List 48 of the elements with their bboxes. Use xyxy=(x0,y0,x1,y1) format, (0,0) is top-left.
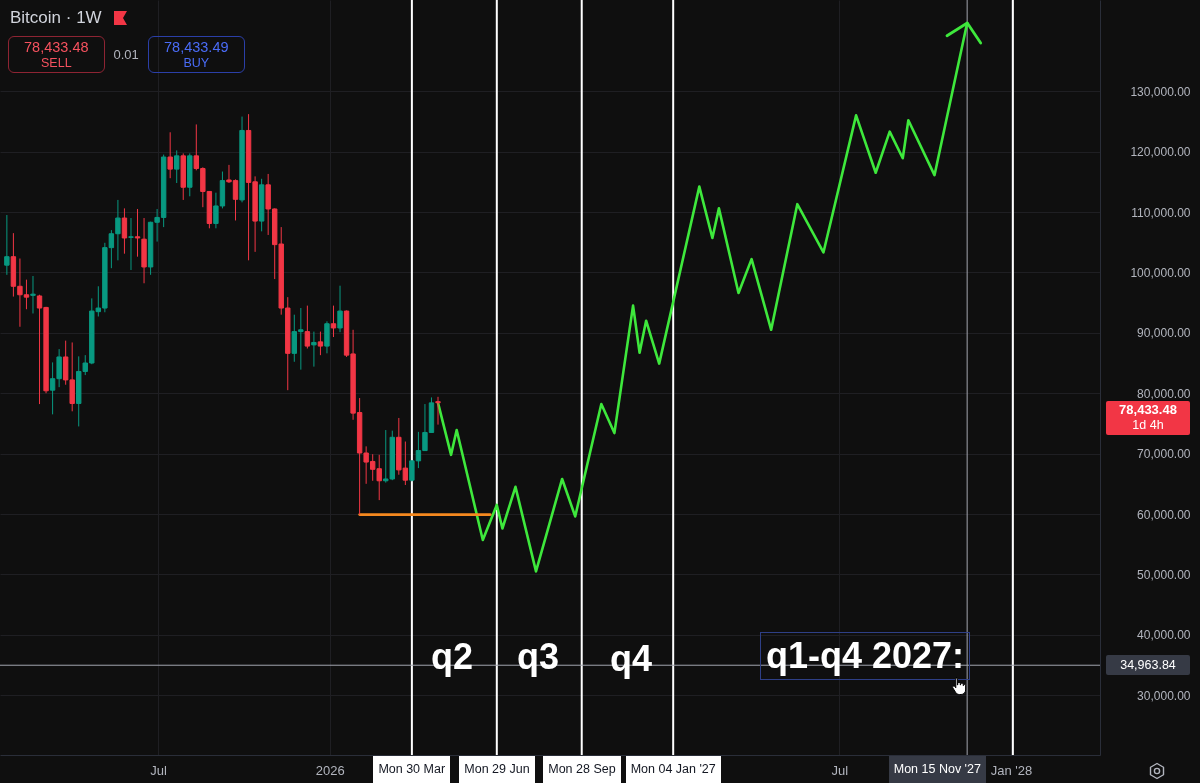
y-tick-label: 130,000.00 xyxy=(1130,84,1191,99)
x-tick-label: 2026 xyxy=(315,762,345,778)
x-tick-label: Jul xyxy=(150,762,167,778)
annotation: 0.01 xyxy=(113,47,139,63)
x-tick-label: Jan '28 xyxy=(990,762,1033,778)
annotation: q4 xyxy=(610,637,653,681)
ref-line-label: Mon 28 Sep xyxy=(543,756,621,783)
y-tick-label: 30,000.00 xyxy=(1137,688,1191,703)
candlestick xyxy=(435,396,441,426)
ref-line-label: Mon 15 Nov '27 xyxy=(888,756,986,783)
y-tick-label: 120,000.00 xyxy=(1130,145,1191,160)
candlestick xyxy=(311,331,317,368)
buy-button: 78,433.49 BUY xyxy=(148,36,245,73)
ref-line-label: Mon 30 Mar xyxy=(373,756,451,783)
candlestick xyxy=(174,149,180,184)
annotation: q3 xyxy=(517,635,560,679)
candlestick xyxy=(4,214,10,276)
y-tick-label: 60,000.00 xyxy=(1137,507,1191,522)
annotation: SELL xyxy=(41,56,72,70)
candlestick xyxy=(324,320,330,354)
y-tick-label: 40,000.00 xyxy=(1137,628,1191,643)
y-tick-label: 50,000.00 xyxy=(1137,567,1191,582)
candlestick xyxy=(167,131,173,179)
price-tag: 78,433.48 1d 4h xyxy=(1106,400,1190,435)
x-tick-label: Jul xyxy=(831,762,849,778)
annotation: 78,433.49 xyxy=(164,39,229,56)
annotation: 78,433.48 xyxy=(24,39,89,56)
annotation: BUY xyxy=(183,56,210,70)
candlestick xyxy=(30,275,36,314)
y-tick-label: 70,000.00 xyxy=(1137,447,1191,462)
candlestick xyxy=(330,305,337,338)
sell-button: 78,433.48 SELL xyxy=(8,36,105,73)
ref-line-label: Mon 29 Jun xyxy=(459,756,535,783)
candlestick xyxy=(134,208,141,258)
y-tick-label: 100,000.00 xyxy=(1130,265,1191,280)
y-tick-label: 80,000.00 xyxy=(1137,386,1191,401)
y-tick-label: 90,000.00 xyxy=(1137,326,1191,341)
annotation: q2 xyxy=(431,635,474,679)
y-tick-label: 110,000.00 xyxy=(1131,205,1191,220)
ref-line-label: Mon 04 Jan '27 xyxy=(625,756,721,783)
candlestick xyxy=(121,207,128,255)
chart-title: Bitcoin · 1W xyxy=(10,7,102,29)
annotation: q1-q4 2027: xyxy=(760,632,971,680)
candlestick xyxy=(304,305,311,350)
candlestick xyxy=(337,285,343,333)
ref-line-label: 34,963.84 xyxy=(1106,655,1190,676)
candlestick xyxy=(317,331,324,356)
candlestick xyxy=(128,217,134,271)
